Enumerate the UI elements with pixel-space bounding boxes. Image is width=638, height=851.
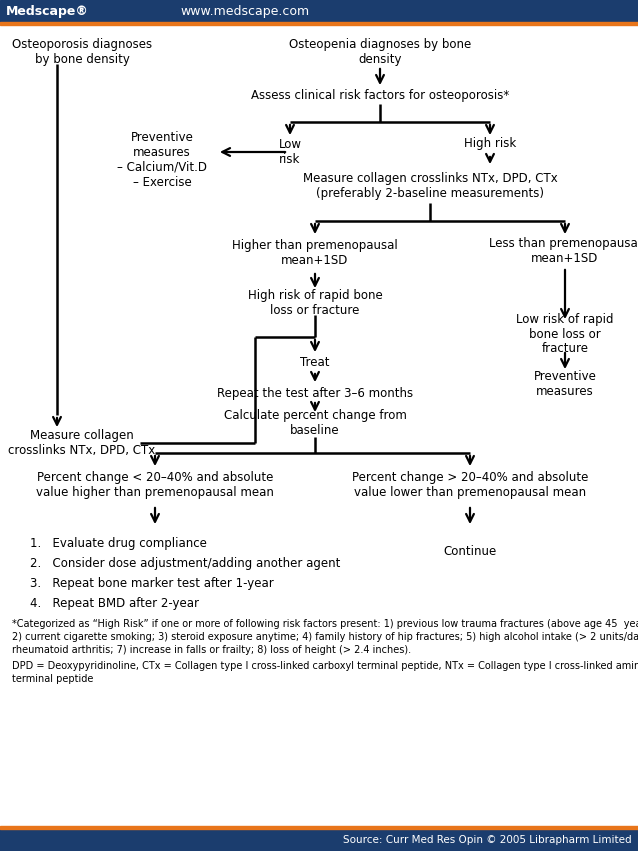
Text: Repeat the test after 3–6 months: Repeat the test after 3–6 months: [217, 386, 413, 399]
Bar: [0, 826, 638, 829]
Text: Preventive
measures: Preventive measures: [533, 370, 597, 398]
Text: Source: Curr Med Res Opin © 2005 Librapharm Limited: Source: Curr Med Res Opin © 2005 Libraph…: [343, 835, 632, 845]
Text: *Categorized as “High Risk” if one or more of following risk factors present: 1): *Categorized as “High Risk” if one or mo…: [12, 619, 638, 654]
Text: Percent change < 20–40% and absolute
value higher than premenopausal mean: Percent change < 20–40% and absolute val…: [36, 471, 274, 499]
Bar: [0, 22, 638, 25]
Text: High risk of rapid bone
loss or fracture: High risk of rapid bone loss or fracture: [248, 289, 382, 317]
Text: Assess clinical risk factors for osteoporosis*: Assess clinical risk factors for osteopo…: [251, 89, 509, 101]
Text: Higher than premenopausal
mean+1SD: Higher than premenopausal mean+1SD: [232, 239, 398, 267]
Text: Percent change > 20–40% and absolute
value lower than premenopausal mean: Percent change > 20–40% and absolute val…: [352, 471, 588, 499]
Text: Osteopenia diagnoses by bone
density: Osteopenia diagnoses by bone density: [289, 38, 471, 66]
Text: Medscape®: Medscape®: [6, 5, 89, 19]
Text: Less than premenopausal
mean+1SD: Less than premenopausal mean+1SD: [489, 237, 638, 265]
Text: Measure collagen crosslinks NTx, DPD, CTx
(preferably 2-baseline measurements): Measure collagen crosslinks NTx, DPD, CT…: [302, 172, 558, 200]
Text: High risk: High risk: [464, 138, 516, 151]
Text: Treat: Treat: [300, 357, 330, 369]
Text: Low risk of rapid
bone loss or
fracture: Low risk of rapid bone loss or fracture: [516, 312, 614, 356]
Text: DPD = Deoxypyridinoline, CTx = Collagen type I cross-linked carboxyl terminal pe: DPD = Deoxypyridinoline, CTx = Collagen …: [12, 661, 638, 684]
Text: www.medscape.com: www.medscape.com: [180, 5, 309, 19]
Text: 1.   Evaluate drug compliance
2.   Consider dose adjustment/adding another agent: 1. Evaluate drug compliance 2. Consider …: [30, 537, 341, 610]
Text: Continue: Continue: [443, 545, 496, 558]
Text: Measure collagen
crosslinks NTx, DPD, CTx: Measure collagen crosslinks NTx, DPD, CT…: [8, 429, 156, 457]
Text: Osteoporosis diagnoses
by bone density: Osteoporosis diagnoses by bone density: [12, 38, 152, 66]
Text: Preventive
measures
– Calcium/Vit.D
– Exercise: Preventive measures – Calcium/Vit.D – Ex…: [117, 131, 207, 189]
Text: Low
risk: Low risk: [279, 138, 302, 166]
Text: Calculate percent change from
baseline: Calculate percent change from baseline: [223, 409, 406, 437]
Bar: [0, 829, 638, 851]
Bar: [0, 0, 638, 22]
